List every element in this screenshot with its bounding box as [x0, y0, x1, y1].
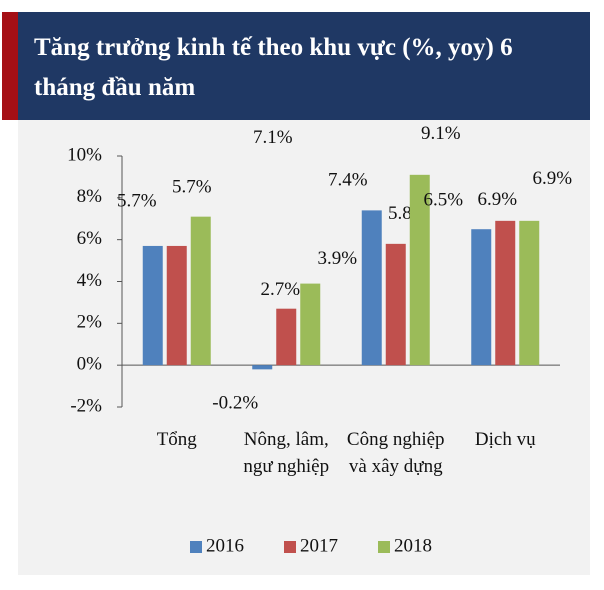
value-label: 6.9% — [532, 168, 572, 189]
value-label: 6.9% — [477, 189, 517, 210]
chart-title: Tăng trưởng kinh tế theo khu vực (%, yoy… — [34, 34, 513, 101]
x-tick-label: Nông, lâm, ngư nghiệp — [243, 429, 330, 477]
y-tick-label: 0% — [77, 354, 103, 375]
value-label: 3.9% — [317, 248, 357, 269]
bar — [252, 365, 273, 370]
legend-swatch — [378, 541, 390, 553]
bar — [190, 216, 211, 366]
accent-bar — [2, 12, 18, 120]
legend-label: 2018 — [394, 535, 432, 556]
value-label: 5.7% — [117, 190, 157, 211]
y-tick-label: 4% — [77, 270, 103, 291]
value-label: 9.1% — [421, 123, 461, 144]
y-tick-label: 10% — [67, 144, 102, 165]
bar — [471, 229, 492, 366]
bar — [495, 220, 516, 366]
x-tick-label: Dịch vụ — [474, 429, 536, 450]
y-tick-label: -2% — [70, 395, 102, 416]
bar — [519, 220, 540, 366]
bar — [166, 245, 187, 366]
bar — [409, 174, 430, 366]
legend-swatch — [284, 541, 296, 553]
value-label: 7.4% — [328, 170, 368, 191]
bar — [276, 308, 297, 366]
y-tick-label: 6% — [77, 228, 103, 249]
value-label: 6.5% — [423, 190, 463, 211]
bar — [142, 245, 163, 366]
value-label: -0.2% — [212, 393, 258, 414]
legend-label: 2016 — [206, 535, 244, 556]
y-tick-label: 2% — [77, 312, 103, 333]
bar — [385, 243, 406, 366]
value-label: 5.7% — [172, 176, 212, 197]
header — [18, 12, 590, 120]
bar — [361, 210, 382, 366]
legend-swatch — [190, 541, 202, 553]
y-tick-label: 8% — [77, 186, 103, 207]
legend-label: 2017 — [300, 535, 338, 556]
value-label: 2.7% — [260, 279, 300, 300]
bar — [300, 283, 321, 366]
x-tick-label: Công nghiệp và xây dựng — [346, 429, 445, 477]
value-label: 7.1% — [253, 127, 293, 148]
x-tick-label: Tổng — [156, 429, 197, 450]
